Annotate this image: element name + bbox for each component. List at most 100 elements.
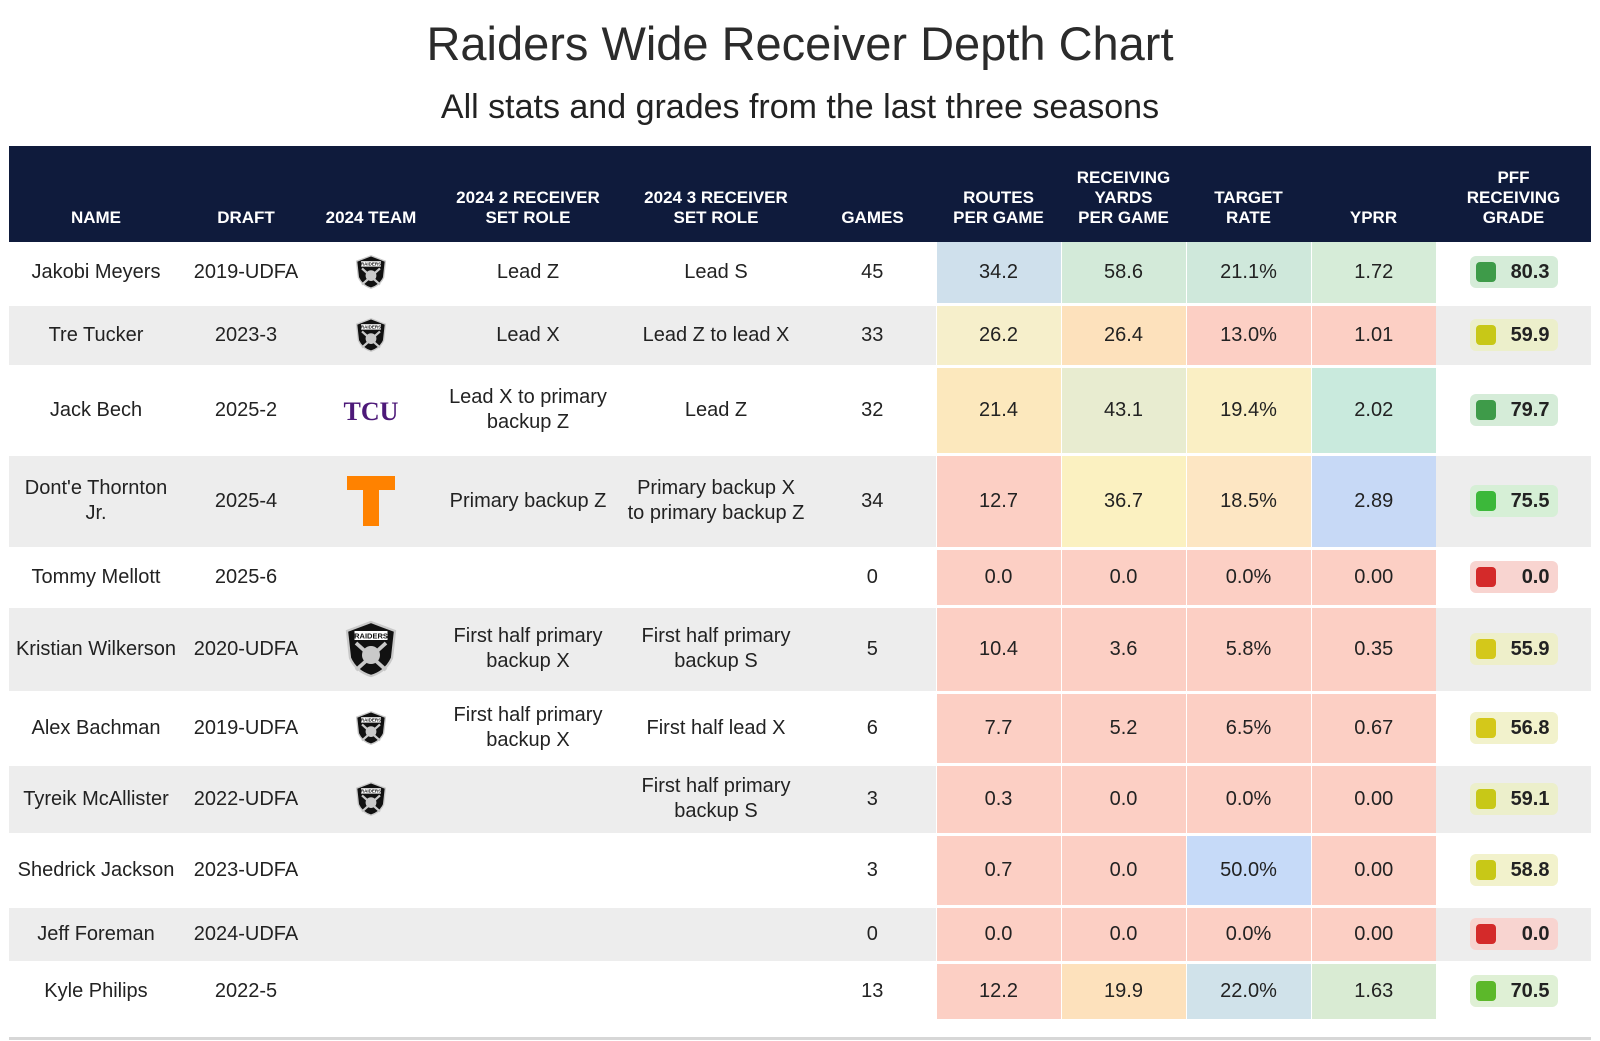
yprr-cell: 0.00 <box>1310 764 1436 836</box>
role2-cell: First half primary backup X <box>433 606 623 694</box>
page-title: Raiders Wide Receiver Depth Chart <box>426 17 1174 70</box>
table-row: Kristian Wilkerson 2020-UDFA RAIDERS First … <box>9 606 1591 694</box>
grade-value: 0.0 <box>1521 922 1550 945</box>
svg-text:TCU: TCU <box>344 397 399 426</box>
grade-badge: 58.8 <box>1469 854 1558 886</box>
yprr-cell: 0.67 <box>1310 692 1436 766</box>
grade-dot-icon <box>1475 860 1496 880</box>
grade-dot-icon <box>1475 325 1496 345</box>
grade-cell: 55.9 <box>1436 606 1591 694</box>
grade-cell: 70.5 <box>1436 962 1591 1022</box>
table-row: Shedrick Jackson 2023-UDFA 3 0.7 0.0 50.0% 0.0… <box>9 834 1591 908</box>
grade-dot-icon <box>1475 400 1496 420</box>
routes-cell: 12.2 <box>935 962 1061 1022</box>
yprr-cell: 0.00 <box>1310 906 1436 964</box>
yards-cell: 0.0 <box>1060 764 1186 836</box>
draft-cell: 2019-UDFA <box>183 692 309 766</box>
raiders-logo-icon: RAIDERS <box>313 710 429 746</box>
page-subtitle: All stats and grades from the last three… <box>440 88 1160 126</box>
yprr-cell: 1.63 <box>1310 962 1436 1022</box>
target-cell: 22.0% <box>1185 962 1311 1022</box>
grade-cell: 59.9 <box>1436 304 1591 368</box>
svg-text:RAIDERS: RAIDERS <box>361 262 381 267</box>
role3-cell: Lead Z <box>623 366 809 456</box>
table-row: Jeff Foreman 2024-UDFA 0 0.0 0.0 0.0% 0.00 0.0 <box>9 906 1591 964</box>
role3-cell: First half primary backup S <box>623 606 809 694</box>
draft-cell: 2025-4 <box>183 454 309 550</box>
target-cell: 0.0% <box>1185 764 1311 836</box>
grade-badge: 55.9 <box>1469 633 1558 665</box>
yprr-cell: 2.02 <box>1310 366 1436 456</box>
grade-dot-icon <box>1475 491 1496 511</box>
grade-badge: 75.5 <box>1469 485 1558 517</box>
routes-cell: 26.2 <box>935 304 1061 368</box>
grade-dot-icon <box>1475 639 1496 659</box>
team-cell: RAIDERS <box>309 764 433 836</box>
grade-dot-icon <box>1475 981 1496 1001</box>
depth-chart-table: NAME DRAFT 2024 TEAM 2024 2 RECEIVER SET … <box>9 146 1591 1022</box>
routes-cell: 12.7 <box>935 454 1061 550</box>
grade-badge: 70.5 <box>1469 975 1558 1007</box>
grade-badge: 80.3 <box>1469 256 1558 289</box>
games-cell: 33 <box>809 304 936 368</box>
role3-cell <box>623 906 809 964</box>
games-cell: 5 <box>809 606 936 694</box>
draft-cell: 2019-UDFA <box>183 242 309 306</box>
target-cell: 19.4% <box>1185 366 1311 456</box>
table-row: Tre Tucker 2023-3 RAIDERS Lead X Lead Z to l… <box>9 304 1591 368</box>
yards-cell: 3.6 <box>1060 606 1186 694</box>
grade-cell: 75.5 <box>1436 454 1591 550</box>
header-name: NAME <box>9 146 183 242</box>
draft-cell: 2020-UDFA <box>183 606 309 694</box>
grade-cell: 79.7 <box>1436 366 1591 456</box>
grade-dot-icon <box>1475 789 1496 809</box>
draft-cell: 2023-UDFA <box>183 834 309 908</box>
grade-cell: 56.8 <box>1436 692 1591 766</box>
team-cell <box>309 834 433 908</box>
grade-value: 70.5 <box>1510 979 1550 1002</box>
svg-text:RAIDERS: RAIDERS <box>361 325 381 330</box>
table-row: Tyreik McAllister 2022-UDFA RAIDERS First h… <box>9 764 1591 836</box>
yprr-cell: 0.35 <box>1310 606 1436 694</box>
header-games: GAMES <box>809 146 936 242</box>
player-name: Jack Bech <box>9 366 183 456</box>
routes-cell: 7.7 <box>935 692 1061 766</box>
role3-cell: Lead S <box>623 242 809 306</box>
grade-cell: 59.1 <box>1436 764 1591 836</box>
grade-value: 56.8 <box>1510 716 1550 739</box>
player-name: Shedrick Jackson <box>9 834 183 908</box>
yards-cell: 43.1 <box>1060 366 1186 456</box>
player-name: Alex Bachman <box>9 692 183 766</box>
player-name: Kyle Philips <box>9 962 183 1022</box>
role2-cell <box>433 906 623 964</box>
team-cell <box>309 962 433 1022</box>
role3-cell: First half lead X <box>623 692 809 766</box>
grade-dot-icon <box>1475 567 1496 587</box>
svg-text:RAIDERS: RAIDERS <box>354 632 388 641</box>
role2-cell <box>433 764 623 836</box>
header-yprr: YPRR <box>1311 146 1436 242</box>
yprr-cell: 0.00 <box>1310 548 1436 608</box>
games-cell: 0 <box>809 906 936 964</box>
grade-badge: 56.8 <box>1469 712 1558 744</box>
yards-cell: 26.4 <box>1060 304 1186 368</box>
header-row: NAME DRAFT 2024 TEAM 2024 2 RECEIVER SET … <box>9 146 1591 242</box>
draft-cell: 2025-6 <box>183 548 309 608</box>
yards-cell: 5.2 <box>1060 692 1186 766</box>
grade-value: 58.8 <box>1510 858 1550 881</box>
grade-badge: 0.0 <box>1469 918 1558 950</box>
role2-cell: Primary backup Z <box>433 454 623 550</box>
table-row: Kyle Philips 2022-5 13 12.2 19.9 22.0% 1.63 70.… <box>9 962 1591 1022</box>
grade-badge: 59.1 <box>1469 783 1558 815</box>
header-target: TARGET RATE <box>1186 146 1311 242</box>
player-name: Kristian Wilkerson <box>9 606 183 694</box>
yards-cell: 0.0 <box>1060 906 1186 964</box>
header-team: 2024 TEAM <box>309 146 433 242</box>
grade-cell: 58.8 <box>1436 834 1591 908</box>
yprr-cell: 1.72 <box>1310 242 1436 306</box>
routes-cell: 10.4 <box>935 606 1061 694</box>
team-cell: TCU <box>309 366 433 456</box>
role3-cell <box>623 548 809 608</box>
grade-badge: 79.7 <box>1469 394 1558 426</box>
header-draft: DRAFT <box>183 146 309 242</box>
